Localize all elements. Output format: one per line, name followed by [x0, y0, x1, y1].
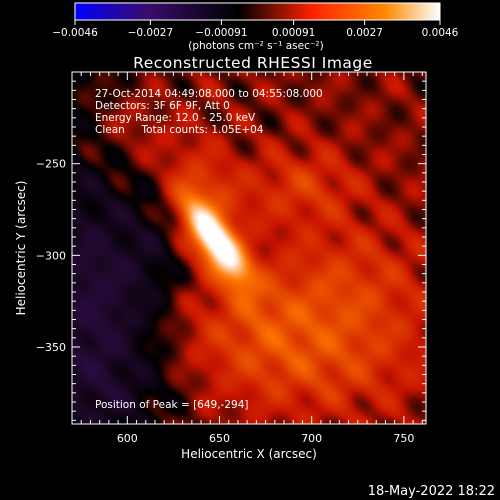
annotation-line: 27-Oct-2014 04:49:08.000 to 04:55:08.000: [95, 88, 323, 100]
annotation-line: Clean Total counts: 1.05E+04: [95, 124, 264, 136]
colorbar-unit-label: (photons cm⁻² s⁻¹ asec⁻²): [188, 40, 323, 52]
x-tick-label: 750: [393, 432, 414, 445]
y-tick-label: −350: [36, 341, 66, 354]
x-tick-label: 600: [117, 432, 138, 445]
colorbar-gradient: [74, 2, 441, 21]
x-tick-label: 650: [209, 432, 230, 445]
annotation-line: Detectors: 3F 6F 9F, Att 0: [95, 100, 230, 112]
x-axis: 600 650 700 750: [80, 72, 423, 445]
colorbar-tick-label: −0.0046: [52, 27, 98, 39]
colorbar: −0.0046 −0.0027 −0.00091 0.00091 0.0027 0.004…: [52, 2, 459, 52]
heatmap-image: [72, 72, 426, 424]
colorbar-tick-label: 0.00091: [272, 27, 315, 39]
chart-title: Reconstructed RHESSI Image: [133, 54, 373, 72]
y-axis-label: Heliocentric Y (arcsec): [14, 181, 28, 316]
plot-frame: [71, 71, 427, 425]
peak-position-label: Position of Peak = [649,-294]: [95, 399, 249, 411]
colorbar-ticks: −0.0046 −0.0027 −0.00091 0.00091 0.0027 0.004…: [52, 20, 459, 39]
timestamp: 18-May-2022 18:22: [368, 484, 495, 499]
colorbar-tick-label: −0.0027: [128, 27, 174, 39]
heatmap-raster: [72, 72, 426, 424]
annotation-line: Energy Range: 12.0 - 25.0 keV: [95, 112, 256, 124]
colorbar-tick-label: −0.00091: [195, 27, 247, 39]
y-tick-label: −250: [36, 158, 66, 171]
y-axis: −250 −300 −350: [36, 71, 426, 421]
colorbar-tick-label: 0.0046: [422, 27, 459, 39]
y-tick-label: −300: [36, 249, 66, 262]
annotations: 27-Oct-2014 04:49:08.000 to 04:55:08.000…: [95, 88, 323, 136]
colorbar-tick-label: 0.0027: [346, 27, 383, 39]
x-tick-label: 700: [301, 432, 322, 445]
x-axis-label: Heliocentric X (arcsec): [181, 447, 317, 461]
